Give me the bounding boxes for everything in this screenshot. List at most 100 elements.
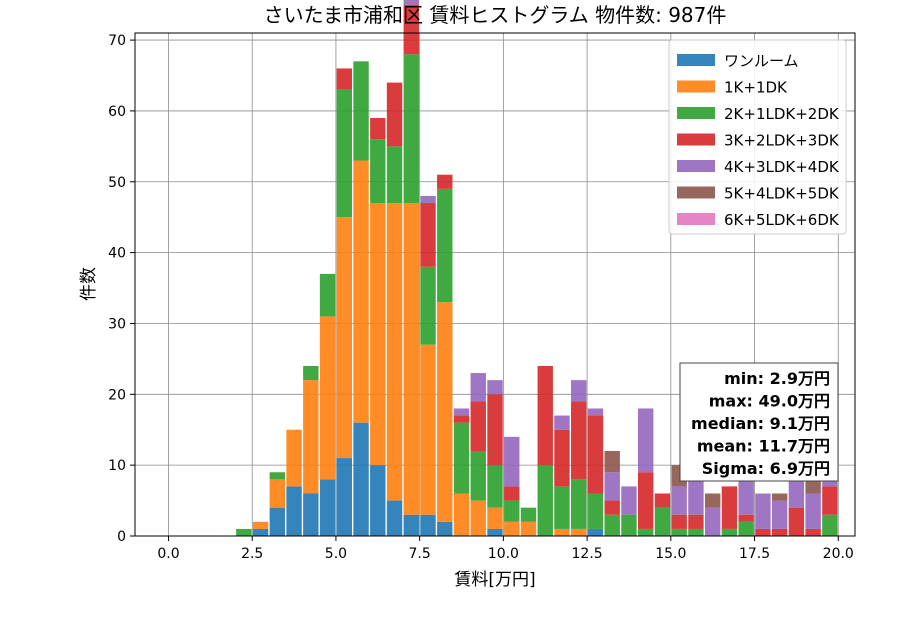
bar-segment bbox=[571, 528, 587, 536]
bar-segment bbox=[621, 486, 637, 515]
bar-segment bbox=[654, 493, 671, 508]
bar-segment bbox=[470, 450, 486, 501]
bar-segment bbox=[621, 514, 637, 536]
bar-segment bbox=[437, 188, 453, 303]
x-tick-label: 15.0 bbox=[655, 546, 686, 562]
bar-segment bbox=[370, 118, 386, 140]
bar-segment bbox=[537, 465, 553, 536]
bar-segment bbox=[822, 514, 838, 536]
legend-label: ワンルーム bbox=[724, 52, 799, 70]
bar-segment bbox=[437, 174, 453, 189]
bar-segment bbox=[504, 500, 520, 522]
y-tick-label: 20 bbox=[108, 387, 126, 403]
bar-segment bbox=[403, 0, 419, 5]
x-tick-label: 5.0 bbox=[325, 546, 347, 562]
stats-line: max: 49.0万円 bbox=[709, 392, 830, 411]
bar-segment bbox=[386, 500, 403, 536]
legend-swatch bbox=[677, 133, 715, 146]
bar-segment bbox=[353, 61, 369, 161]
legend-swatch bbox=[677, 80, 715, 93]
bar-segment bbox=[755, 528, 771, 536]
bar-segment bbox=[487, 394, 503, 466]
chart-title: さいたま市浦和区 賃料ヒストグラム 物件数: 987件 bbox=[264, 3, 727, 27]
y-tick-label: 0 bbox=[117, 529, 126, 545]
bar-segment bbox=[688, 514, 704, 529]
legend: ワンルーム 1K+1DK 2K+1LDK+2DK 3K+2LDK+3DK 4K+3LDK… bbox=[668, 39, 847, 235]
bar-segment bbox=[487, 465, 503, 508]
y-tick-label: 50 bbox=[108, 175, 126, 191]
y-axis-ticks: 0 10 20 30 40 50 60 70 bbox=[108, 33, 135, 545]
bar-segment bbox=[671, 514, 687, 529]
bar-segment bbox=[504, 521, 520, 536]
bar-segment bbox=[671, 486, 687, 515]
bar-segment bbox=[420, 195, 436, 204]
bar-segment bbox=[420, 266, 436, 345]
bar-segment bbox=[420, 514, 436, 536]
x-tick-label: 0.0 bbox=[157, 546, 179, 562]
x-tick-label: 17.5 bbox=[739, 546, 770, 562]
legend-swatch bbox=[677, 160, 715, 172]
bar-segment bbox=[403, 203, 419, 515]
bar-segment bbox=[437, 521, 453, 536]
bar-segment bbox=[303, 380, 319, 494]
legend-swatch bbox=[677, 107, 715, 119]
legend-label: 4K+3LDK+4DK bbox=[724, 158, 840, 176]
stats-box-frame bbox=[679, 362, 839, 482]
legend-label: 1K+1DK bbox=[724, 79, 788, 97]
bar-segment bbox=[537, 365, 553, 466]
bar-segment bbox=[319, 479, 336, 536]
bar-segment bbox=[470, 373, 486, 402]
x-tick-label: 20.0 bbox=[823, 546, 854, 562]
legend-swatch bbox=[677, 186, 715, 199]
bar-segment bbox=[587, 493, 604, 529]
bar-segment bbox=[403, 4, 419, 55]
bar-segment bbox=[487, 380, 503, 395]
y-tick-label: 40 bbox=[108, 246, 126, 262]
bar-segment bbox=[353, 422, 369, 536]
y-tick-label: 60 bbox=[108, 104, 126, 120]
y-axis-label: 件数 bbox=[79, 267, 99, 301]
bar-segment bbox=[805, 493, 821, 529]
stats-line: Sigma: 6.9万円 bbox=[702, 459, 830, 478]
bar-segment bbox=[637, 528, 654, 536]
bar-segment bbox=[771, 493, 788, 501]
bar-segment bbox=[437, 302, 453, 522]
bar-segment bbox=[587, 415, 604, 494]
y-tick-label: 30 bbox=[108, 316, 126, 332]
legend-swatch bbox=[677, 54, 715, 66]
legend-label: 5K+4LDK+5DK bbox=[724, 185, 840, 203]
bar-segment bbox=[571, 401, 587, 480]
bar-segment bbox=[721, 528, 738, 536]
bar-segment bbox=[370, 465, 386, 536]
bar-segment bbox=[353, 160, 369, 423]
bar-segment bbox=[688, 528, 704, 536]
bar-segment bbox=[721, 486, 738, 529]
x-tick-label: 2.5 bbox=[241, 546, 263, 562]
bar-segment bbox=[386, 203, 403, 501]
bar-segment bbox=[336, 217, 353, 459]
bar-segment bbox=[571, 380, 587, 402]
bar-segment bbox=[319, 316, 336, 480]
bar-segment bbox=[420, 203, 436, 267]
bar-segment bbox=[303, 493, 319, 536]
x-axis-ticks: 0.0 2.5 5.0 7.5 10.0 12.5 15.0 17.5 20.0 bbox=[157, 536, 854, 562]
bar-segment bbox=[520, 507, 537, 522]
legend-label: 3K+2LDK+3DK bbox=[724, 132, 840, 150]
bar-segment bbox=[386, 146, 403, 204]
bar-segment bbox=[269, 472, 286, 480]
bar-segment bbox=[738, 521, 754, 536]
bar-segment bbox=[269, 507, 286, 536]
bar-segment bbox=[771, 528, 788, 536]
bar-segment bbox=[487, 507, 503, 529]
y-tick-label: 10 bbox=[108, 458, 126, 474]
stats-box: min: 2.9万円 max: 49.0万円 median: 9.1万円 mean: … bbox=[679, 362, 839, 482]
bar-segment bbox=[805, 528, 821, 536]
bar-segment bbox=[504, 486, 520, 501]
bar-segment bbox=[403, 514, 419, 536]
bar-segment bbox=[453, 408, 470, 416]
bar-segment bbox=[336, 68, 353, 90]
bar-segment bbox=[755, 493, 771, 529]
bar-segment bbox=[403, 54, 419, 204]
